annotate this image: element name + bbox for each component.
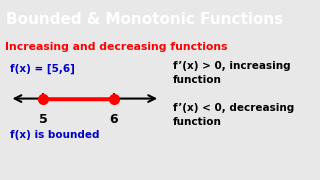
Text: f’(x) > 0, increasing
function: f’(x) > 0, increasing function (173, 61, 291, 85)
Text: Increasing and decreasing functions: Increasing and decreasing functions (5, 42, 227, 52)
Text: f’(x) < 0, decreasing
function: f’(x) < 0, decreasing function (173, 103, 294, 127)
Text: 5: 5 (39, 113, 48, 126)
Text: Bounded & Monotonic Functions: Bounded & Monotonic Functions (6, 12, 284, 27)
Text: f(x) = [5,6]: f(x) = [5,6] (10, 64, 75, 74)
Text: 6: 6 (109, 113, 118, 126)
Text: f(x) is bounded: f(x) is bounded (10, 130, 99, 140)
